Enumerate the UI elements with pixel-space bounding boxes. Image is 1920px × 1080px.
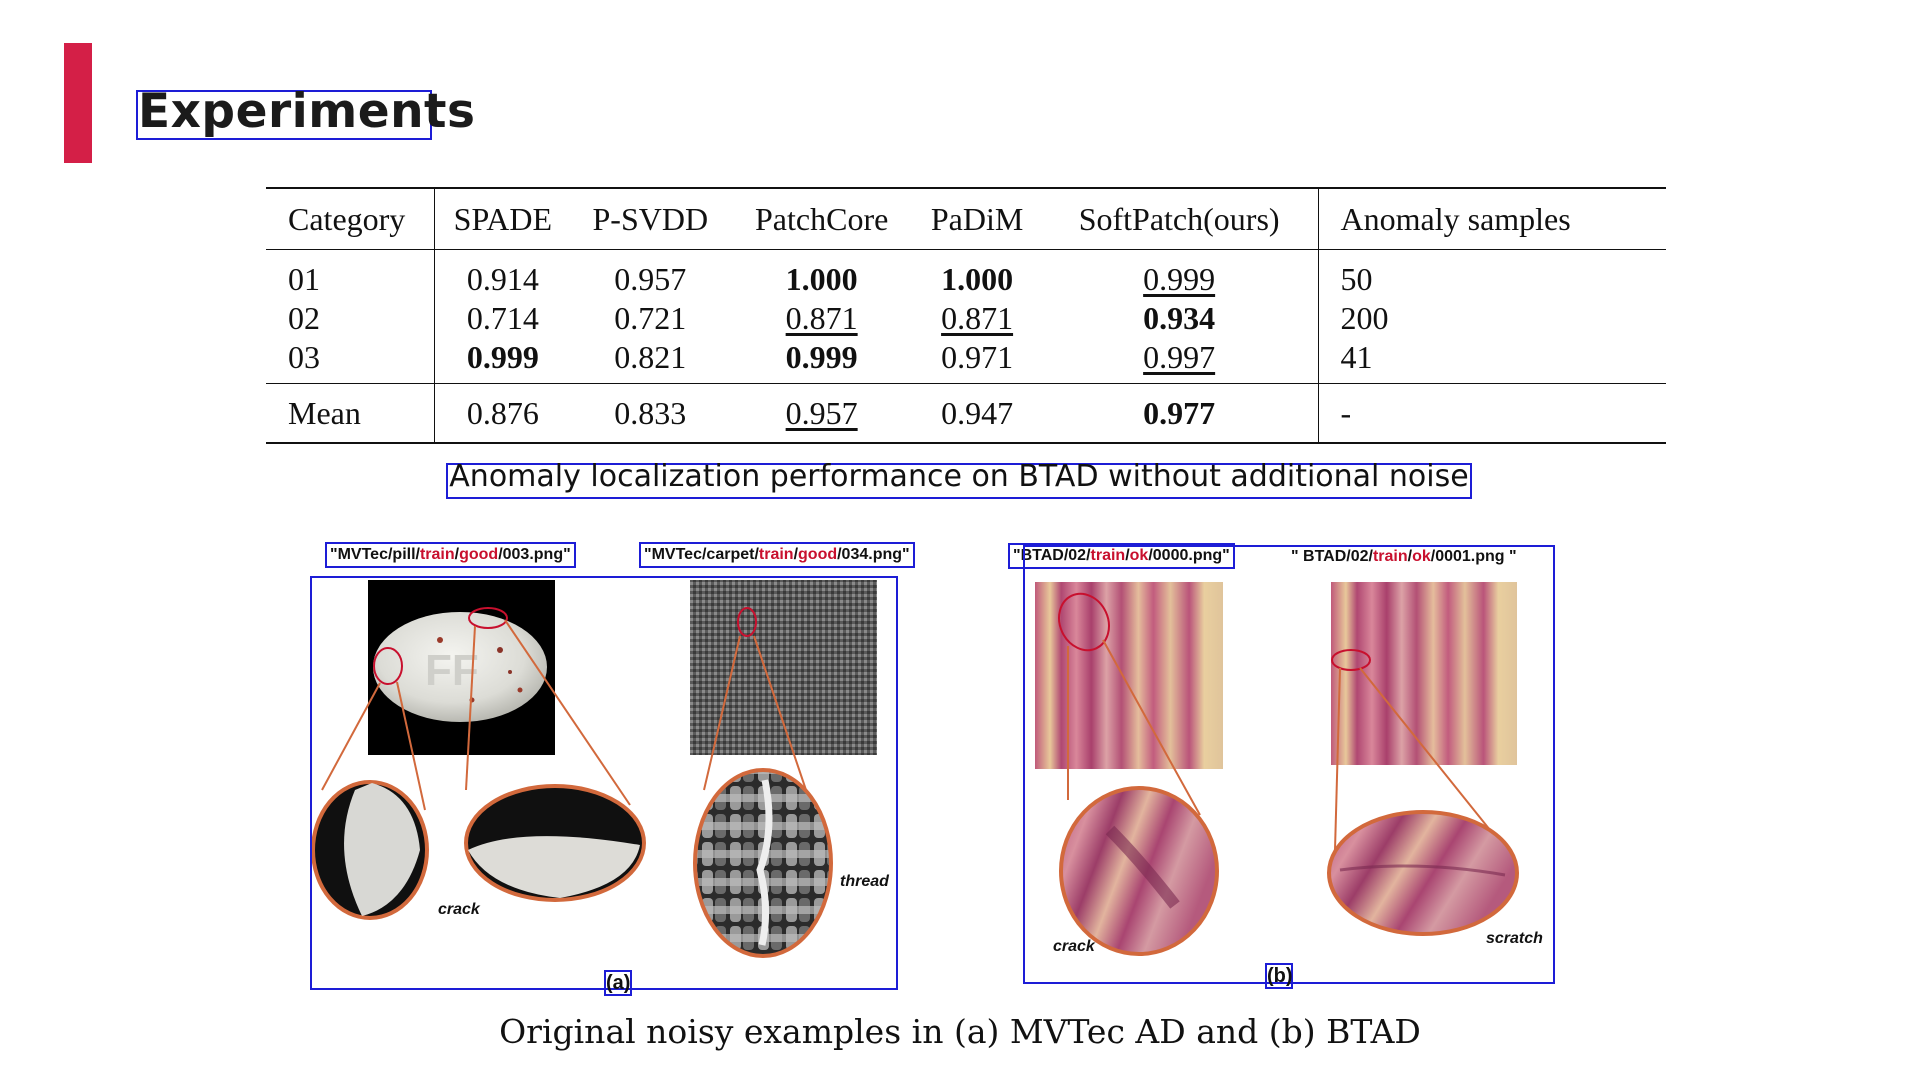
figure-label-a: (a) <box>604 970 632 996</box>
table-header-row: Category SPADE P-SVDD PatchCore PaDiM So… <box>266 187 1666 250</box>
cell-category: 03 <box>266 338 435 384</box>
cell-spade: 0.876 <box>434 383 571 444</box>
title-accent-bar <box>64 43 92 163</box>
cell-spade: 0.914 <box>466 261 539 297</box>
table-row: 01 0.914 0.957 1.000 1.000 0.999 50 <box>266 249 1666 299</box>
header-softpatch: SoftPatch(ours) <box>1040 187 1319 250</box>
figure-group-b-box <box>1023 545 1555 984</box>
cell-category: 01 <box>266 249 435 299</box>
cell-category: 02 <box>266 299 435 338</box>
slide-title: Experiments <box>138 84 476 139</box>
cell-anomaly: 41 <box>1340 339 1373 375</box>
cell-softpatch: 0.997 <box>1143 339 1216 375</box>
cell-padim: 0.971 <box>941 339 1014 375</box>
figure-group-a-box <box>310 576 898 990</box>
defect-label-crack-a: crack <box>438 901 480 918</box>
cell-psvdd: 0.721 <box>614 300 687 336</box>
cell-category: Mean <box>266 383 435 444</box>
cell-softpatch: 0.999 <box>1143 261 1216 297</box>
defect-label-thread: thread <box>840 873 889 890</box>
svg-text:FF: FF <box>425 646 479 695</box>
defect-label-crack-b: crack <box>1053 938 1095 955</box>
header-spade: SPADE <box>434 187 571 250</box>
cell-softpatch: 0.977 <box>1040 383 1319 444</box>
table-row: 03 0.999 0.821 0.999 0.971 0.997 41 <box>266 338 1666 384</box>
table-caption: Anomaly localization performance on BTAD… <box>449 459 1469 494</box>
cell-patchcore: 1.000 <box>785 261 858 297</box>
table-mean-row: Mean 0.876 0.833 0.957 0.947 0.977 - <box>266 383 1666 444</box>
path-label-btad-0001: " BTAD/02/train/ok/0001.png " <box>1291 548 1517 565</box>
cell-anomaly: 50 <box>1340 261 1373 297</box>
header-padim: PaDiM <box>913 187 1041 250</box>
cell-anomaly: - <box>1318 383 1666 444</box>
cell-spade: 0.999 <box>466 339 539 375</box>
path-label-btad-0000: "BTAD/02/train/ok/0000.png" <box>1008 543 1235 569</box>
table-row: 02 0.714 0.721 0.871 0.871 0.934 200 <box>266 299 1666 338</box>
header-category: Category <box>266 187 435 250</box>
cell-psvdd: 0.833 <box>570 383 730 444</box>
cell-psvdd: 0.957 <box>614 261 687 297</box>
header-psvdd: P-SVDD <box>570 187 730 250</box>
cell-padim: 0.947 <box>913 383 1041 444</box>
figure-label-b: (b) <box>1265 963 1293 989</box>
cell-anomaly: 200 <box>1340 300 1389 336</box>
cell-padim: 0.871 <box>941 300 1014 336</box>
cell-patchcore: 0.871 <box>785 300 858 336</box>
cell-patchcore: 0.957 <box>785 394 858 431</box>
cell-padim: 1.000 <box>941 261 1014 297</box>
table-caption-highlight-box <box>446 463 1472 499</box>
header-patchcore: PatchCore <box>729 187 914 250</box>
path-label-pill: "MVTec/pill/train/good/003.png" <box>325 542 576 568</box>
results-table: Category SPADE P-SVDD PatchCore PaDiM So… <box>266 187 1666 444</box>
defect-label-scratch: scratch <box>1486 930 1543 947</box>
cell-softpatch: 0.934 <box>1040 299 1319 338</box>
cell-psvdd: 0.821 <box>614 339 687 375</box>
cell-patchcore: 0.999 <box>785 339 858 375</box>
cell-spade: 0.714 <box>466 300 539 336</box>
header-anomaly-samples: Anomaly samples <box>1318 187 1666 250</box>
title-highlight-box <box>136 90 432 140</box>
path-label-carpet: "MVTec/carpet/train/good/034.png" <box>639 542 915 568</box>
figure-caption: Original noisy examples in (a) MVTec AD … <box>499 1012 1421 1051</box>
